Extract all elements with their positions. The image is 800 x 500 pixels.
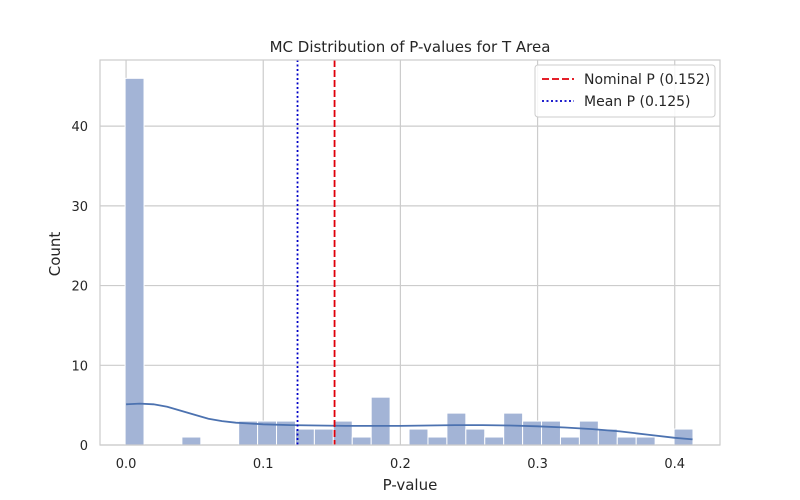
y-tick-label: 10	[71, 359, 88, 374]
histogram-bar	[124, 77, 145, 446]
histogram-bar	[503, 412, 524, 446]
histogram-bar	[673, 428, 694, 446]
histogram-bar	[370, 396, 391, 446]
x-tick-label: 0.0	[116, 457, 137, 472]
legend: Nominal P (0.152) Mean P (0.125)	[534, 64, 716, 118]
histogram-bar	[484, 436, 505, 446]
histogram-bar	[332, 420, 353, 446]
x-axis-label: P-value	[383, 476, 438, 494]
reference-lines	[296, 60, 336, 445]
plot-frame	[99, 59, 721, 446]
x-tick-label: 0.2	[390, 457, 411, 472]
x-tick-label: 0.1	[253, 457, 274, 472]
histogram-bar	[635, 436, 656, 446]
legend-label-nominal-p: Nominal P (0.152)	[584, 72, 710, 88]
x-tick-label: 0.3	[527, 457, 548, 472]
histogram-bar	[578, 420, 599, 446]
x-tick-label: 0.4	[664, 457, 685, 472]
histogram-bar	[465, 428, 486, 446]
histogram-bar	[427, 436, 448, 446]
y-tick-label: 30	[71, 200, 88, 215]
histogram-bar	[541, 420, 561, 446]
histogram-bars	[124, 77, 694, 446]
histogram-bar	[559, 436, 580, 446]
y-tick-label: 40	[71, 120, 88, 135]
histogram-bar	[616, 436, 637, 446]
histogram-bar	[522, 420, 543, 446]
histogram-bar	[408, 428, 429, 446]
y-axis-label: Count	[46, 232, 64, 277]
chart-title: MC Distribution of P-values for T Area	[270, 38, 551, 56]
legend-label-mean-p: Mean P (0.125)	[584, 94, 691, 110]
histogram-bar	[181, 436, 202, 446]
histogram-bar	[313, 428, 334, 446]
y-tick-label: 20	[71, 280, 88, 295]
histogram-bar	[446, 412, 467, 446]
kde-curve	[126, 402, 693, 441]
y-tick-label: 0	[80, 439, 88, 454]
legend-box	[534, 64, 716, 118]
histogram-bar	[351, 436, 372, 446]
x-tick-labels: 0.0 0.1 0.2 0.3 0.4	[116, 457, 685, 472]
y-tick-labels: 0 10 20 30 40	[71, 120, 88, 454]
kde-layer	[126, 402, 693, 441]
